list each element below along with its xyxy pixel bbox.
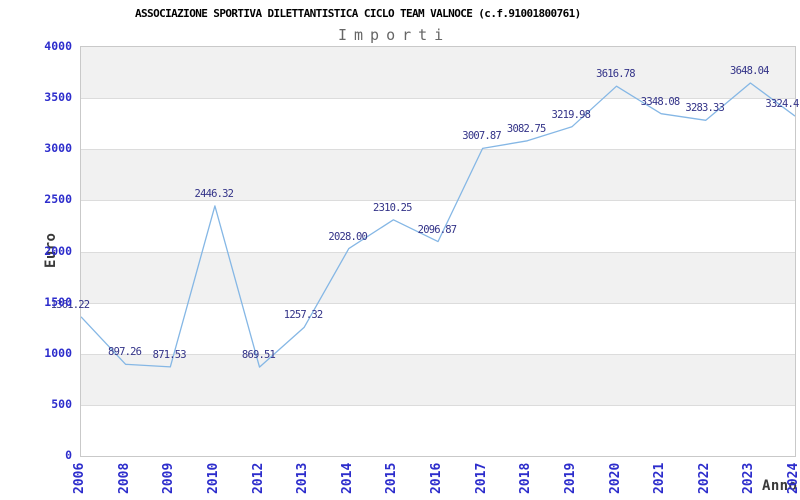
x-tick-label: 2017 xyxy=(473,462,489,494)
series-line xyxy=(81,82,795,368)
data-point-label: 1361.22 xyxy=(50,298,90,311)
data-point-label: 3283.33 xyxy=(685,102,725,115)
plot-band xyxy=(81,149,795,201)
y-tick-label: 2500 xyxy=(44,192,72,207)
line-series xyxy=(81,82,795,368)
x-tick-label: 2023 xyxy=(741,462,757,494)
gridline xyxy=(81,302,795,304)
data-point-label: 3616.78 xyxy=(596,68,635,81)
y-tick-label: 0 xyxy=(65,448,72,462)
y-tick-label: 3500 xyxy=(44,90,72,105)
x-tick-label: 2006 xyxy=(72,462,87,494)
data-point-label: 3324.4 xyxy=(765,98,799,111)
x-tick-label: 2024 xyxy=(786,462,800,494)
gridline xyxy=(81,98,795,100)
x-tick-label: 2010 xyxy=(205,462,221,494)
x-axis-title: Anno xyxy=(762,478,798,494)
gridline xyxy=(81,149,795,151)
y-tick-label: 4000 xyxy=(44,39,72,53)
x-tick-label: 2022 xyxy=(696,462,712,494)
data-point-label: 3082.75 xyxy=(506,122,546,135)
data-point-label: 897.26 xyxy=(108,346,142,359)
data-point-label: 2310.25 xyxy=(373,201,412,214)
x-tick-label: 2015 xyxy=(384,462,400,494)
x-tick-label: 2020 xyxy=(607,462,623,494)
y-tick-label: 1500 xyxy=(44,294,72,309)
y-tick-label: 500 xyxy=(51,396,72,411)
y-tick-label: 3000 xyxy=(44,141,72,156)
data-point-label: 869.51 xyxy=(241,349,276,362)
x-tick-label: 2021 xyxy=(652,462,668,494)
plot-area xyxy=(80,46,796,457)
x-tick-label: 2016 xyxy=(429,462,444,494)
y-tick-label: 1000 xyxy=(44,345,72,360)
data-point-label: 1257.32 xyxy=(283,309,323,322)
data-point-label: 3648.04 xyxy=(730,64,769,77)
data-point-label: 2096.87 xyxy=(417,223,457,236)
x-tick-label: 2013 xyxy=(295,462,311,494)
plot-band xyxy=(81,47,795,99)
data-point-label: 3007.87 xyxy=(462,130,501,143)
x-tick-label: 2008 xyxy=(116,462,132,494)
data-point-label: 3219.98 xyxy=(551,108,591,121)
data-point-label: 871.53 xyxy=(152,348,187,361)
gridline xyxy=(81,404,795,406)
x-tick-label: 2014 xyxy=(339,462,355,494)
data-point-label: 2446.32 xyxy=(194,187,234,200)
x-tick-label: 2012 xyxy=(250,462,266,494)
gridline xyxy=(81,251,795,253)
gridline xyxy=(81,353,795,355)
chart-subtitle: Importi xyxy=(338,26,451,44)
y-tick-label: 2000 xyxy=(44,243,72,258)
data-point-label: 3348.08 xyxy=(640,95,680,108)
x-tick-label: 2009 xyxy=(161,462,177,494)
x-tick-label: 2019 xyxy=(562,462,578,494)
plot-band xyxy=(81,353,795,405)
data-point-label: 2028.00 xyxy=(328,230,368,243)
x-tick-label: 2018 xyxy=(518,462,534,494)
gridline xyxy=(81,200,795,202)
chart-title: ASSOCIAZIONE SPORTIVA DILETTANTISTICA CI… xyxy=(135,7,581,20)
